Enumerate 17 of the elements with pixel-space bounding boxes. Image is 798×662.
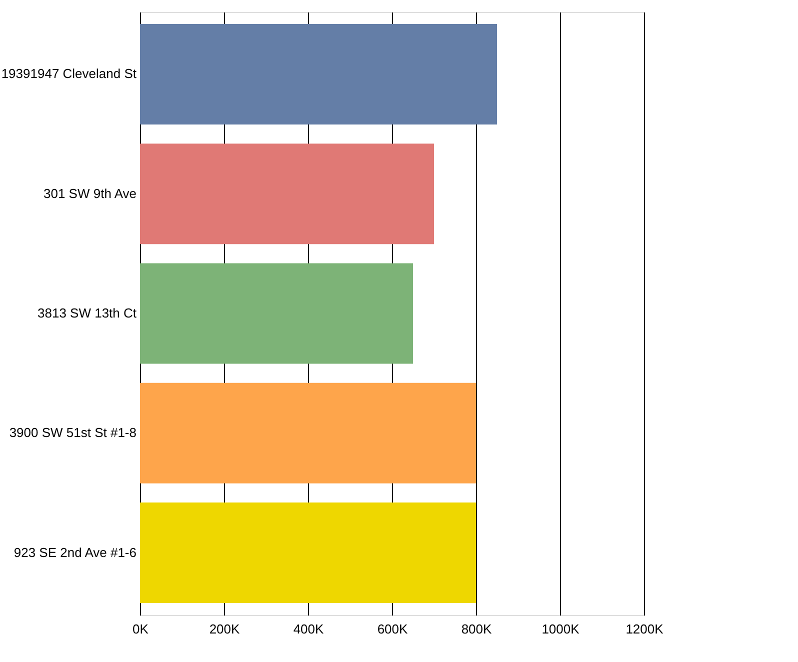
y-tick-label: 19391947 Cleveland St: [1, 66, 137, 82]
y-tick-label: 301 SW 9th Ave: [44, 186, 136, 201]
x-tick-label: 400K: [293, 622, 324, 636]
x-tick-label: 200K: [209, 622, 240, 636]
x-tick-label: 600K: [377, 622, 408, 636]
bar: [140, 382, 476, 484]
y-tick-label: 923 SE 2nd Ave #1-6: [14, 544, 136, 560]
x-tick-label: 1200K: [626, 622, 664, 636]
y-tick-label: 3900 SW 51st St #1-8: [9, 425, 136, 440]
bar: [140, 24, 497, 124]
bar: [140, 502, 476, 604]
x-tick-label: 800K: [461, 622, 492, 636]
bar: [140, 144, 434, 244]
y-tick-label: 3813 SW 13th Ct: [38, 306, 137, 320]
bar: [140, 263, 413, 364]
x-tick-label: 1000K: [542, 622, 580, 636]
x-tick-label: 0K: [132, 622, 149, 636]
